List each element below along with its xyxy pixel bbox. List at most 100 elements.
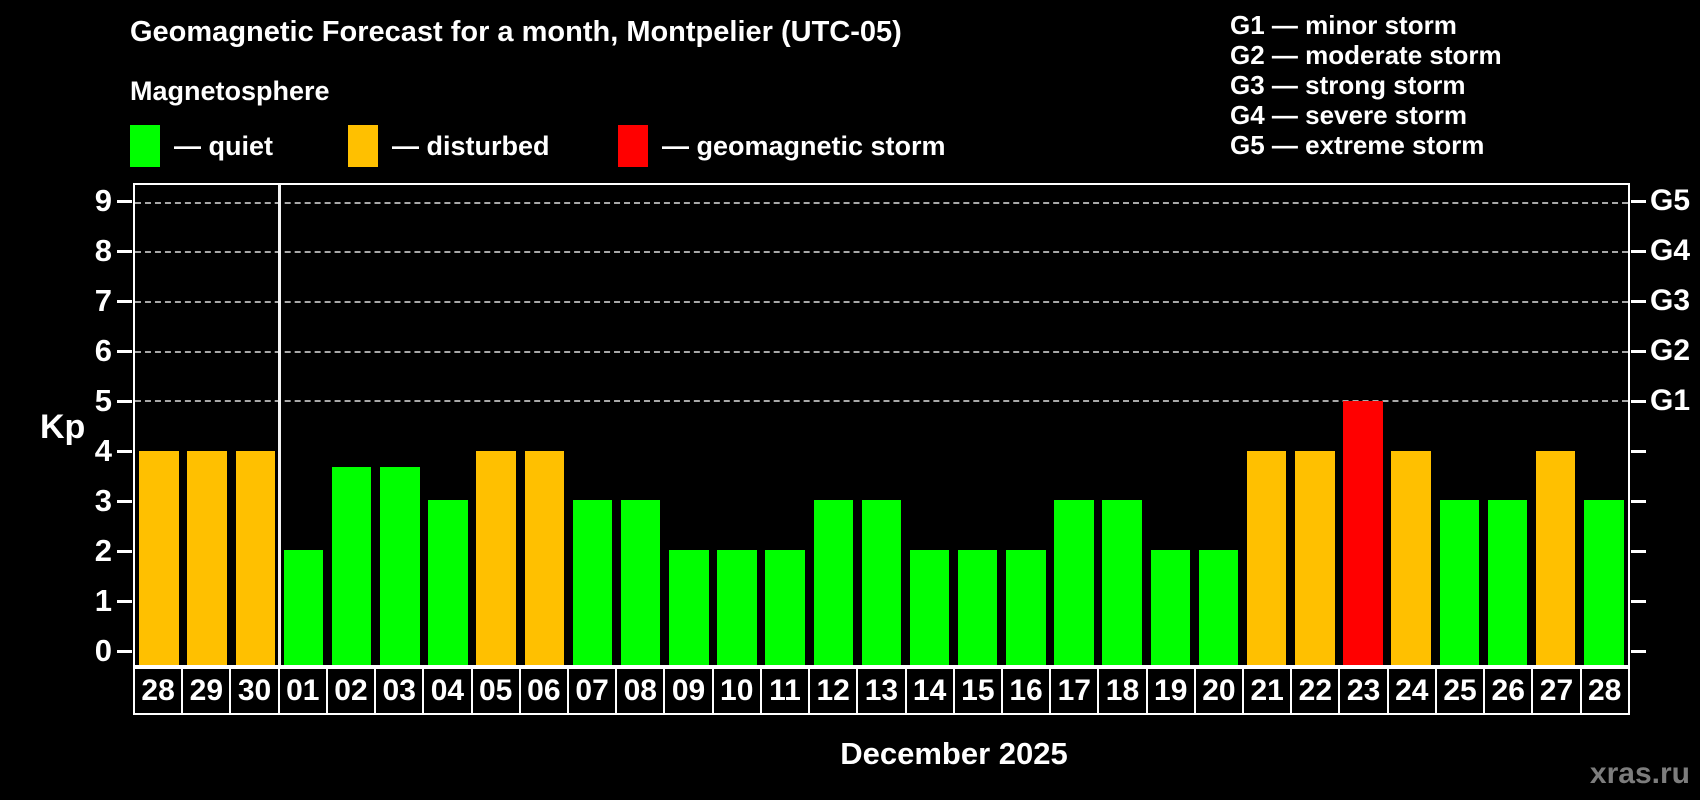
watermark: xras.ru (1589, 757, 1690, 790)
y-tick-label-2: 2 (94, 533, 112, 568)
bar-slot-18 (1098, 185, 1146, 665)
kp-bar-16 (1006, 549, 1046, 665)
kp-bar-29 (187, 450, 227, 665)
disturbed-color-swatch (348, 125, 378, 167)
kp-bar-24 (1391, 450, 1431, 665)
date-cell-29: 29 (183, 669, 232, 713)
date-cell-20: 20 (1196, 669, 1245, 713)
kp-bar-14 (909, 549, 950, 665)
y-tick-mark-right-8 (1631, 249, 1646, 253)
y-tick-mark-right-0 (1631, 649, 1646, 653)
bars-layer (135, 185, 1628, 665)
bar-slot-23 (1339, 185, 1387, 665)
date-cell-05: 05 (473, 669, 521, 713)
bar-slot-05 (472, 185, 520, 665)
bar-slot-22 (1291, 185, 1339, 665)
date-cell-06: 06 (521, 669, 569, 713)
bar-slot-21 (1243, 185, 1291, 665)
bar-slot-30 (231, 185, 279, 665)
bar-slot-02 (328, 185, 376, 665)
plot-area (133, 183, 1630, 667)
y-tick-label-1: 1 (94, 583, 112, 618)
y-tick-label-4: 4 (94, 433, 112, 468)
date-cell-28: 28 (1587, 674, 1622, 707)
y-tick-label-5: 5 (94, 383, 112, 418)
y-tick-mark-right-4 (1631, 449, 1646, 453)
bar-slot-28 (135, 185, 183, 665)
g-level-label-G5: G5 (1650, 184, 1691, 217)
bar-slot-11 (761, 185, 809, 665)
y-tick-mark-left-4 (117, 449, 132, 453)
x-axis-title: December 2025 (840, 736, 1068, 771)
date-cell-16: 16 (1003, 669, 1052, 713)
g-level-label-G1: G1 (1650, 384, 1691, 417)
legend-label-quiet: — quiet (174, 130, 273, 161)
y-tick-mark-left-0 (117, 649, 132, 653)
y-tick-mark-left-7 (117, 299, 132, 303)
g4-legend-line: G4 — severe storm (1230, 100, 1468, 130)
y-tick-mark-right-6 (1631, 349, 1646, 353)
grid-line-kp8 (135, 251, 1628, 254)
kp-bar-18 (1102, 500, 1142, 665)
date-cell-08: 08 (617, 669, 666, 713)
date-cell-18: 18 (1099, 669, 1148, 713)
kp-bar-17 (1054, 500, 1094, 665)
g-level-label-G2: G2 (1650, 334, 1691, 367)
kp-bar-05 (476, 450, 516, 665)
date-cell-15: 15 (955, 669, 1003, 713)
date-cell-02: 02 (328, 669, 377, 713)
legend-label-storm: — geomagnetic storm (662, 130, 946, 161)
date-cell-07: 07 (569, 669, 618, 713)
date-cell-30: 30 (231, 669, 280, 713)
date-cell-22: 22 (1292, 669, 1341, 713)
kp-bar-12 (813, 500, 853, 665)
y-tick-label-9: 9 (94, 183, 112, 218)
kp-bar-22 (1295, 450, 1335, 665)
y-axis-title: Kp (40, 408, 86, 446)
bar-slot-01 (279, 185, 327, 665)
kp-bar-23 (1343, 401, 1383, 665)
y-tick-mark-left-8 (117, 249, 132, 253)
bar-slot-25 (1435, 185, 1483, 665)
kp-bar-19 (1150, 549, 1191, 665)
y-tick-mark-right-2 (1631, 549, 1646, 553)
kp-bar-01 (283, 549, 324, 665)
y-tick-label-0: 0 (94, 633, 112, 668)
kp-bar-04 (428, 500, 468, 665)
bar-slot-08 (617, 185, 665, 665)
date-cell-24: 24 (1389, 669, 1437, 713)
grid-line-kp7 (135, 301, 1628, 304)
date-cell-12: 12 (810, 669, 859, 713)
y-tick-label-7: 7 (94, 283, 112, 318)
y-tick-mark-right-5 (1631, 399, 1646, 403)
date-cell-11: 11 (762, 669, 811, 713)
kp-bar-15 (957, 549, 998, 665)
y-tick-mark-right-3 (1631, 499, 1646, 503)
grid-line-kp9 (135, 201, 1628, 204)
y-tick-label-6: 6 (94, 333, 112, 368)
x-axis-date-row: 28 29 30 01 02 03 04 05 06 07 08 09 10 11 12 13 14 15 16 17… (133, 667, 1630, 715)
y-tick-mark-left-3 (117, 499, 132, 503)
bar-slot-19 (1146, 185, 1194, 665)
y-tick-label-8: 8 (94, 233, 112, 268)
kp-bar-26 (1487, 500, 1528, 665)
quiet-color-swatch (130, 125, 160, 167)
bar-slot-20 (1194, 185, 1242, 665)
chart-title: Geomagnetic Forecast for a month, Montpe… (130, 16, 902, 48)
kp-bar-06 (524, 450, 565, 665)
y-tick-mark-right-1 (1631, 599, 1646, 603)
g1-legend-line: G1 — minor storm (1230, 10, 1457, 40)
kp-bar-03 (380, 467, 420, 665)
kp-bar-11 (765, 549, 805, 665)
date-cell-23: 23 (1340, 669, 1389, 713)
kp-bar-21 (1246, 450, 1287, 665)
month-separator-line (278, 185, 281, 665)
kp-bar-25 (1439, 500, 1480, 665)
kp-bar-02 (331, 467, 372, 665)
kp-bar-09 (669, 549, 709, 665)
legend-item-quiet: — quiet (130, 124, 273, 168)
y-tick-mark-right-7 (1631, 299, 1646, 303)
kp-bar-30 (235, 450, 276, 665)
g2-legend-line: G2 — moderate storm (1230, 40, 1502, 70)
